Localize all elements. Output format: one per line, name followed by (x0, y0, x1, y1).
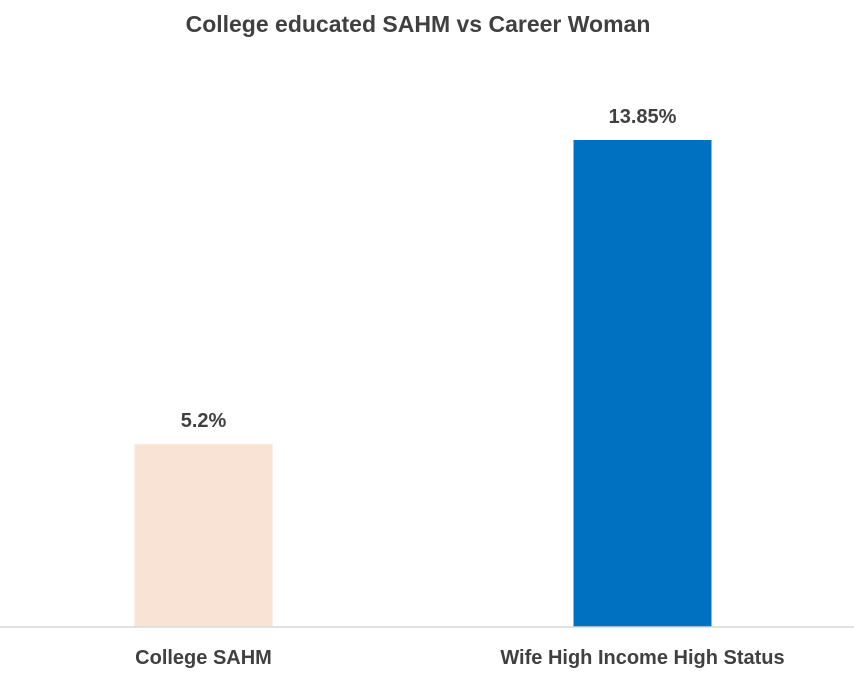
chart-title: College educated SAHM vs Career Woman (186, 11, 651, 37)
bar-1 (134, 444, 273, 627)
bar-2 (573, 140, 712, 627)
x-tick-labels: College SAHM Wife High Income High Status (135, 647, 784, 669)
data-label-2: 13.85% (609, 106, 677, 128)
bars-group: 5.2% 13.85% (134, 106, 712, 627)
x-tick-label-1: College SAHM (135, 647, 272, 669)
x-tick-label-2: Wife High Income High Status (500, 647, 784, 669)
data-label-1: 5.2% (181, 410, 227, 432)
